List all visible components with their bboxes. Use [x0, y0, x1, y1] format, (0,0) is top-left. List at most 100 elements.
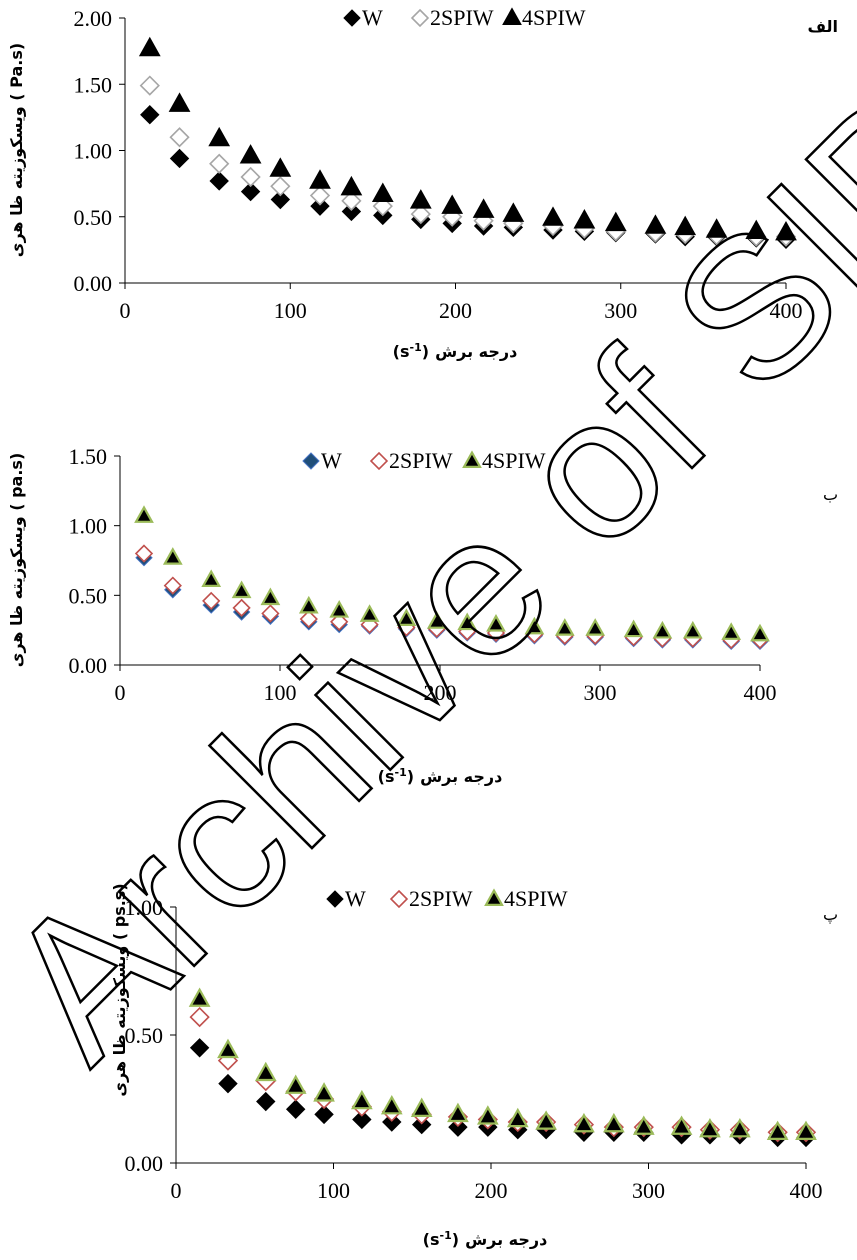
data-point: [602, 1112, 625, 1133]
data-point: [699, 1118, 721, 1138]
legend-label: 2SPIW: [389, 448, 453, 473]
chart-panel-3: 0.00 0.50 1.00 0 100 200 300 400 W 2SPIW 4SPIW پ (s-…: [110, 883, 838, 1249]
y-tick-label: 0.00: [74, 271, 113, 296]
series-4SPIW: [134, 505, 770, 642]
y-tick-label: 1.00: [69, 514, 108, 539]
data-point: [745, 219, 768, 240]
x-axis-label: درجه برش: [435, 342, 517, 361]
x-axis-unit: (s: [378, 767, 395, 786]
data-point: [299, 609, 318, 629]
legend-label: 2SPIW: [430, 5, 494, 30]
data-point: [134, 544, 154, 563]
series-W: [189, 1038, 816, 1148]
panel-label: ب: [823, 485, 838, 504]
data-point: [269, 157, 292, 177]
x-axis-unit-exponent: -1: [410, 341, 422, 354]
x-axis-unit-close: ): [407, 767, 414, 786]
data-point: [254, 1061, 277, 1082]
data-point: [472, 198, 495, 218]
legend-label: W: [362, 5, 383, 30]
legend-marker: [502, 7, 522, 25]
x-axis-unit-exponent: -1: [440, 1229, 452, 1242]
data-point: [240, 166, 261, 188]
series-4SPIW: [188, 987, 817, 1140]
data-point: [359, 604, 380, 622]
x-tick-label: 400: [744, 680, 777, 705]
x-axis-unit: (s: [423, 1230, 440, 1249]
data-point: [750, 623, 770, 642]
data-point: [682, 620, 703, 639]
data-point: [371, 182, 394, 202]
data-point: [169, 148, 190, 169]
data-point: [201, 569, 222, 587]
data-point: [604, 211, 627, 232]
y-axis-title: ویسکوزیته ظا هری ( ps.s): [110, 883, 129, 1096]
data-point: [632, 1115, 655, 1135]
data-point: [270, 176, 291, 197]
data-point: [270, 189, 291, 210]
data-point: [674, 215, 697, 236]
data-point: [350, 1089, 373, 1110]
y-tick-label: 1.50: [74, 72, 113, 97]
data-point: [396, 608, 417, 627]
data-point: [340, 175, 363, 196]
data-point: [285, 1099, 306, 1119]
chart-panel-2: 0.00 0.50 1.00 1.50 0 100 200 300 400 W 2SPIW 4SPIW…: [7, 444, 838, 786]
y-axis-label-text: ویسکوزیته ظا هری ( ps.s): [110, 883, 129, 1096]
data-point: [506, 1107, 529, 1128]
data-point: [260, 587, 281, 606]
data-point: [189, 1038, 210, 1058]
data-point: [313, 1082, 335, 1102]
data-point: [240, 181, 261, 202]
y-axis-label-text: ویسکوزیته ظا هری ( pa.s): [7, 453, 26, 668]
data-point: [441, 194, 464, 214]
legend-label: W: [321, 448, 342, 473]
y-tick-label: 0.50: [74, 205, 113, 230]
data-point: [352, 1109, 372, 1130]
x-axis-title: (s-1) درجه برش: [393, 341, 518, 362]
charts-layer: 0.00 0.50 1.00 1.50 2.00 0 100 200 300 400 W 2SPIW 4…: [7, 5, 838, 1249]
data-point: [341, 201, 362, 222]
data-point: [298, 595, 319, 614]
x-axis-unit-close: ): [452, 1230, 459, 1249]
data-point: [573, 1112, 595, 1133]
data-point: [502, 202, 525, 222]
data-point: [486, 613, 506, 632]
legend-label: 4SPIW: [504, 886, 568, 911]
data-point: [169, 127, 190, 148]
data-point: [524, 616, 545, 635]
x-tick-label: 0: [120, 298, 131, 323]
data-point: [309, 169, 331, 189]
y-tick-label: 0.00: [125, 1151, 164, 1176]
data-point: [163, 576, 182, 595]
legend: W 2SPIW 4SPIW: [326, 886, 568, 911]
data-point: [134, 505, 154, 523]
x-axis-label: درجه برش: [420, 767, 502, 786]
data-point: [330, 612, 349, 631]
x-axis-title: (s-1) درجه برش: [423, 1229, 548, 1250]
legend-marker: [389, 889, 409, 909]
legend-marker: [369, 451, 389, 471]
legend: W 2SPIW 4SPIW: [343, 5, 586, 30]
data-point: [139, 75, 160, 96]
data-point: [256, 1091, 276, 1112]
data-point: [448, 1117, 468, 1137]
data-point: [232, 598, 251, 618]
data-point: [231, 580, 252, 599]
data-point: [314, 1104, 334, 1125]
data-point: [209, 171, 229, 191]
y-tick-label: 2.00: [74, 6, 113, 31]
data-point: [202, 591, 221, 611]
data-point: [573, 209, 596, 229]
data-point: [380, 1094, 403, 1115]
x-tick-label: 200: [439, 298, 472, 323]
x-axis-title: (s-1) درجه برش: [378, 766, 503, 787]
data-point: [705, 218, 728, 238]
x-axis-unit: (s: [393, 342, 410, 361]
panel-label: الف: [807, 17, 838, 36]
x-axis-label: درجه برش: [465, 1230, 547, 1249]
data-point: [447, 1102, 469, 1123]
y-tick-label: 0.50: [125, 1023, 164, 1048]
legend-label: 4SPIW: [482, 448, 546, 473]
